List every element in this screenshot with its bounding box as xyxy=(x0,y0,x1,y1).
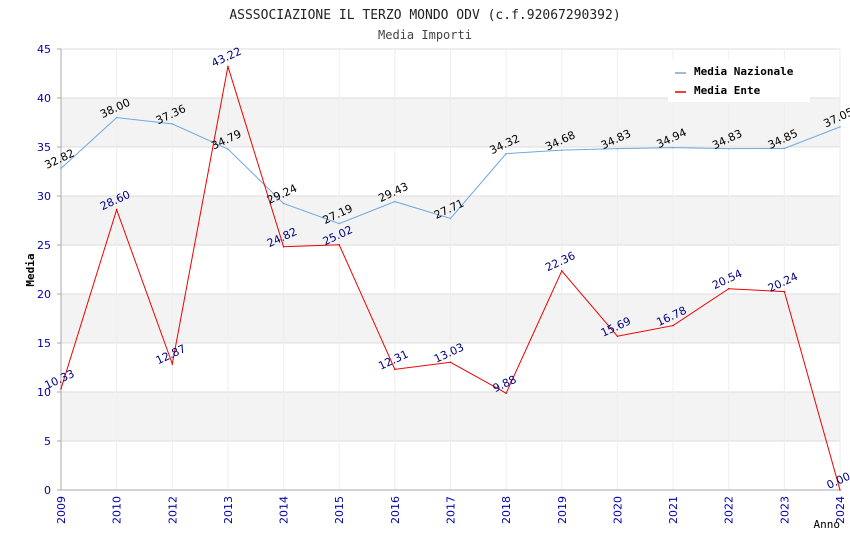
data-point-media-ente xyxy=(394,368,396,371)
x-tick-label-2022: 2022 xyxy=(723,496,736,524)
data-point-media-ente xyxy=(171,363,174,365)
x-tick-label-2023: 2023 xyxy=(778,496,791,524)
chart-title: ASSSOCIAZIONE IL TERZO MONDO ODV (c.f.92… xyxy=(229,8,620,23)
y-tick-label: 20 xyxy=(37,288,51,301)
data-point-media-ente xyxy=(560,270,563,272)
x-tick-label-2020: 2020 xyxy=(611,496,624,524)
data-point-media-nazionale xyxy=(227,148,229,150)
x-tick-label-2016: 2016 xyxy=(389,496,402,524)
data-point-media-nazionale xyxy=(560,149,563,151)
data-point-media-nazionale xyxy=(171,123,174,125)
legend-label-media-ente: Media Ente xyxy=(694,84,761,97)
x-tick-label-2017: 2017 xyxy=(445,496,458,524)
x-tick-label-2014: 2014 xyxy=(278,496,291,524)
y-tick-label: 5 xyxy=(44,435,51,448)
data-point-media-ente xyxy=(505,392,507,394)
data-point-media-nazionale xyxy=(783,147,786,150)
series-lines xyxy=(60,65,841,491)
data-point-media-ente xyxy=(449,361,452,364)
data-point-media-nazionale xyxy=(449,217,452,220)
data-point-media-ente xyxy=(115,208,118,211)
data-point-media-nazionale xyxy=(839,126,841,128)
chart-subtitle: Media Importi xyxy=(378,28,472,42)
x-axis-title: Anno xyxy=(814,518,841,531)
data-point-media-nazionale xyxy=(616,147,619,150)
x-tick-label-2018: 2018 xyxy=(500,496,513,524)
y-tick-label: 35 xyxy=(37,141,51,154)
y-tick-label: 15 xyxy=(37,337,51,350)
data-point-media-nazionale xyxy=(672,146,674,149)
y-tick-label: 40 xyxy=(37,92,51,105)
y-tick-label: 10 xyxy=(37,386,51,399)
x-tick-label-2021: 2021 xyxy=(667,496,680,524)
legend: Media Nazionale Media Ente xyxy=(668,60,810,102)
legend-box xyxy=(668,60,810,102)
data-point-media-nazionale xyxy=(394,200,396,203)
x-tick-label-2015: 2015 xyxy=(333,496,346,524)
data-point-media-nazionale xyxy=(338,222,341,225)
data-point-media-ente xyxy=(783,290,786,293)
y-tick-label: 0 xyxy=(44,484,51,497)
legend-label-media-nazionale: Media Nazionale xyxy=(694,65,794,78)
y-tick-label: 30 xyxy=(37,190,51,203)
data-point-media-ente xyxy=(282,245,285,248)
data-point-media-nazionale xyxy=(60,167,62,170)
data-point-media-nazionale xyxy=(282,202,285,205)
data-point-media-ente xyxy=(616,335,619,338)
data-point-media-ente xyxy=(227,65,229,68)
x-tick-label-2010: 2010 xyxy=(111,496,124,524)
data-point-media-ente xyxy=(839,489,841,491)
y-tick-labels: 0 5 10 15 20 25 30 35 40 45 xyxy=(37,43,61,497)
data-point-media-nazionale xyxy=(115,116,118,119)
x-tick-label-2019: 2019 xyxy=(556,496,569,524)
data-point-media-nazionale xyxy=(505,152,507,155)
data-point-media-nazionale xyxy=(727,147,730,150)
x-tick-label-2013: 2013 xyxy=(222,496,235,524)
x-tick-label-2024: 2024 xyxy=(834,496,847,524)
data-point-media-ente xyxy=(672,324,674,327)
data-point-media-ente xyxy=(727,287,730,290)
axes xyxy=(60,49,840,491)
x-tick-labels: 2009 2010 2012 2013 2014 2015 2016 2017 2018 2019… xyxy=(55,496,847,524)
y-tick-label: 45 xyxy=(37,43,51,56)
y-tick-label: 25 xyxy=(37,239,51,252)
x-tick-label-2009: 2009 xyxy=(55,496,68,524)
data-point-media-ente xyxy=(60,387,62,390)
data-point-media-ente xyxy=(338,244,341,246)
y-axis-title: Media xyxy=(24,253,37,286)
x-tick-label-2012: 2012 xyxy=(166,496,179,524)
